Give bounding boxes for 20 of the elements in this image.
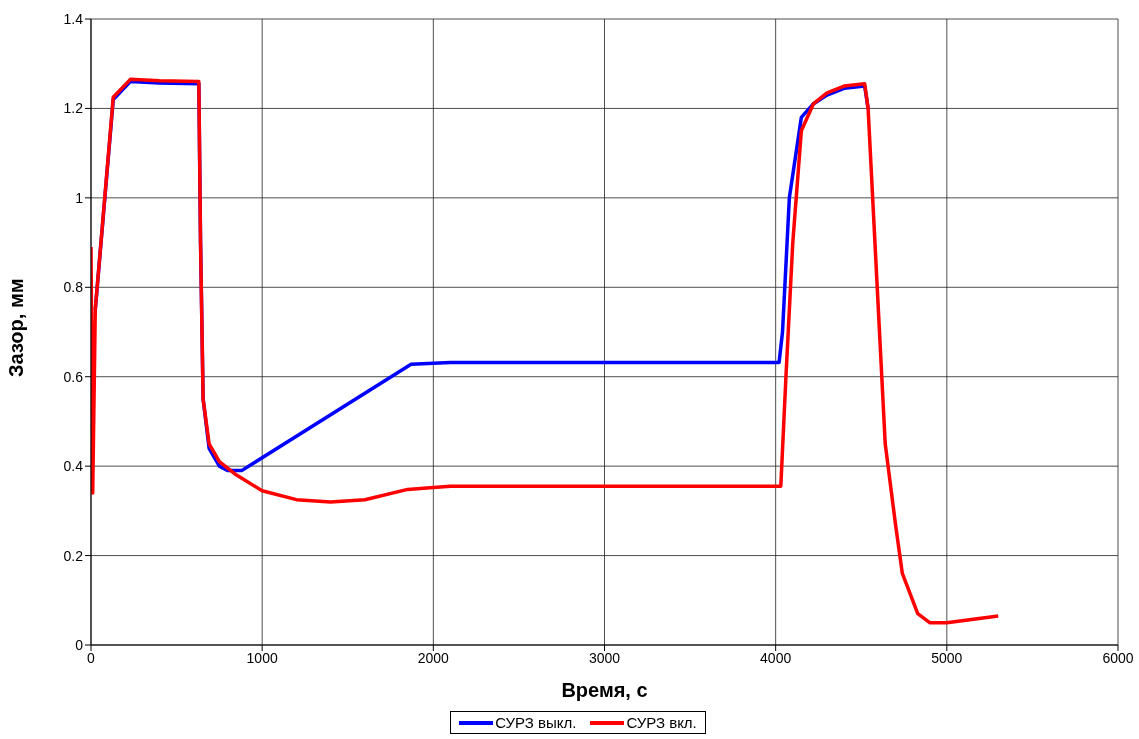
y-tick-label: 0.8 xyxy=(63,279,84,296)
y-tick-label: 1 xyxy=(75,189,84,206)
y-axis-title: Зазор, мм xyxy=(5,278,28,377)
legend-label: СУРЗ вкл. xyxy=(625,714,697,731)
y-tick-label: 0 xyxy=(75,636,84,653)
y-tick-label: 0.6 xyxy=(63,368,84,385)
x-tick-label: 2000 xyxy=(417,649,450,666)
x-tick-label: 3000 xyxy=(588,649,621,666)
y-tick-label: 0.4 xyxy=(63,458,84,475)
y-tick-label: 1.4 xyxy=(63,10,84,27)
y-tick-label: 0.2 xyxy=(63,547,84,564)
x-tick-label: 6000 xyxy=(1102,649,1134,666)
x-tick-label: 4000 xyxy=(760,649,792,666)
x-tick-label: 0 xyxy=(87,649,96,666)
x-tick-label: 5000 xyxy=(931,649,963,666)
x-axis-title: Время, с xyxy=(561,679,648,701)
line-series xyxy=(91,77,1000,625)
legend-label: СУРЗ выкл. xyxy=(494,714,577,731)
y-tick-label: 1.2 xyxy=(63,100,84,117)
x-tick-label: 1000 xyxy=(246,649,278,666)
